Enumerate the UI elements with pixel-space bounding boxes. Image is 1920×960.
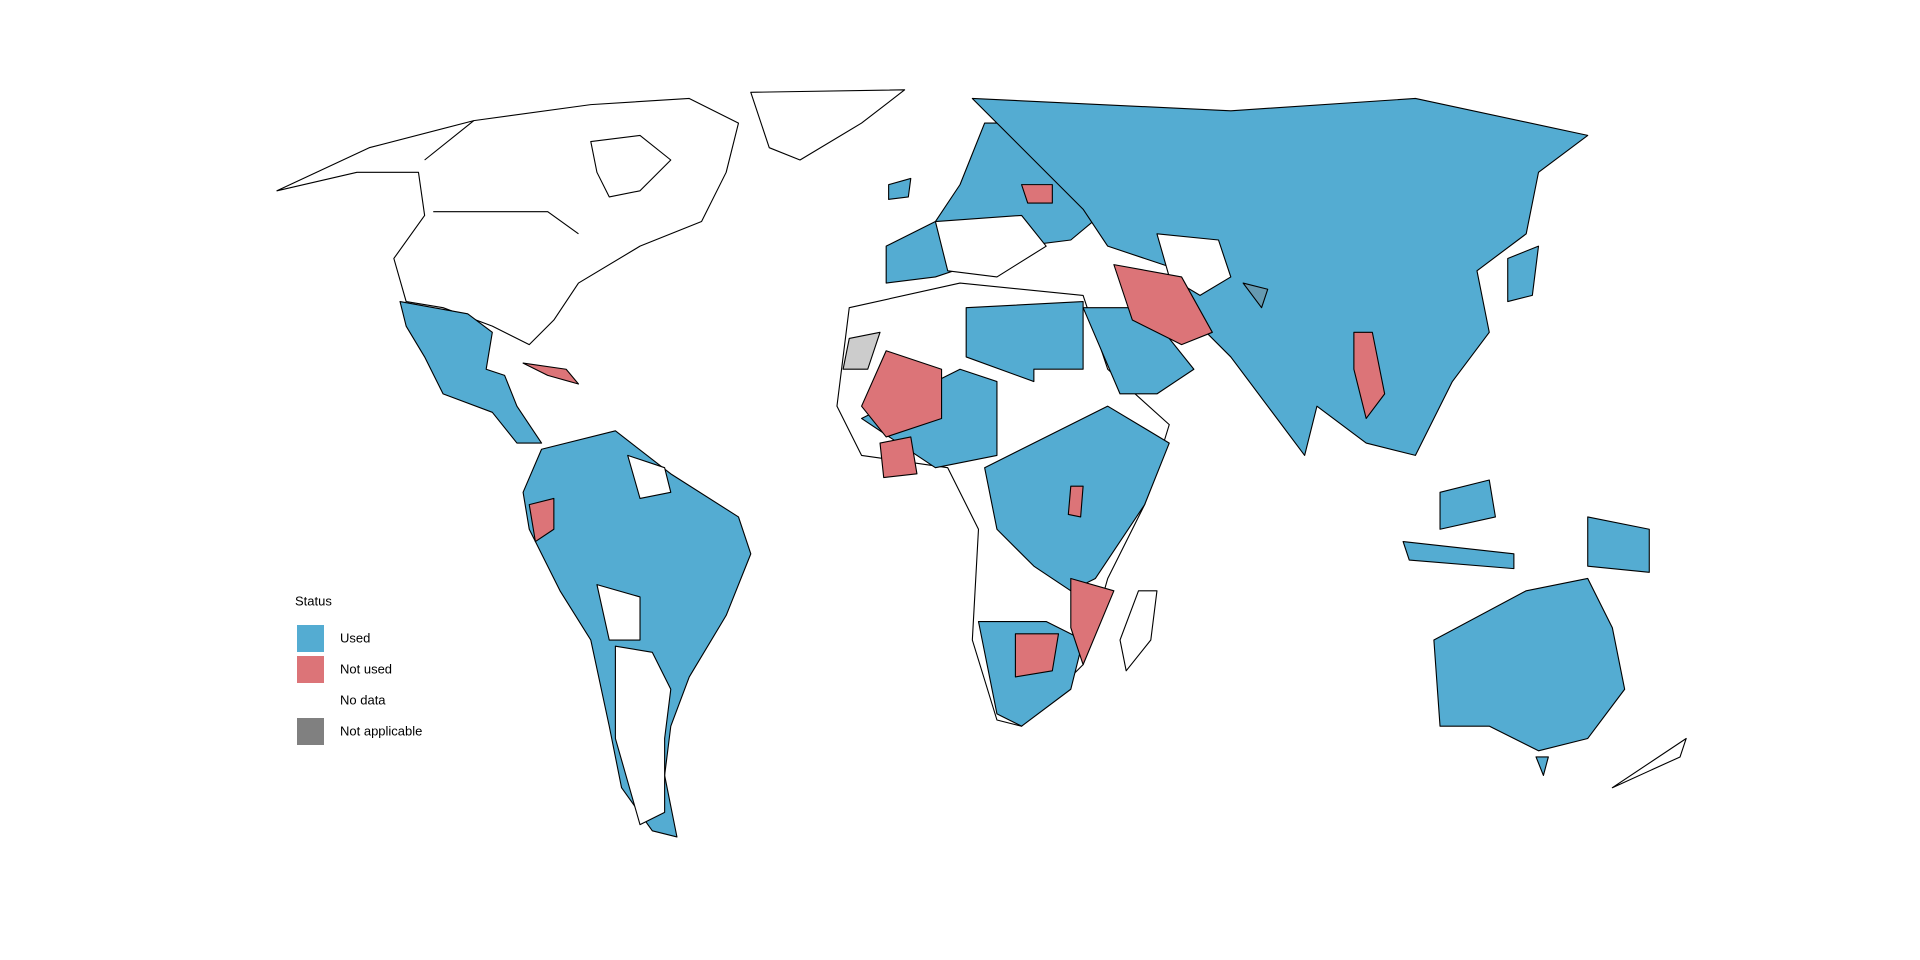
country xyxy=(1507,245,1540,303)
country xyxy=(965,300,1084,383)
country xyxy=(276,97,740,346)
legend-label: Used xyxy=(340,630,370,645)
country xyxy=(1119,590,1158,672)
world-map xyxy=(276,89,1687,838)
country xyxy=(842,331,881,370)
country xyxy=(861,350,943,438)
country xyxy=(934,214,1047,278)
country xyxy=(528,497,555,543)
country xyxy=(1113,264,1213,346)
country xyxy=(1611,737,1687,789)
legend: Status Used Not used No data Not applicable xyxy=(295,593,422,745)
country xyxy=(1021,184,1053,204)
country xyxy=(1433,577,1626,752)
country xyxy=(1353,331,1386,420)
legend-label: No data xyxy=(340,692,386,707)
country xyxy=(614,645,672,826)
legend-swatch xyxy=(297,656,324,683)
legend-label: Not used xyxy=(340,661,392,676)
country xyxy=(590,134,672,198)
country xyxy=(1439,479,1496,530)
country xyxy=(399,300,543,444)
legend-title: Status xyxy=(295,593,332,608)
country xyxy=(1014,633,1060,678)
country xyxy=(1067,485,1084,518)
country xyxy=(879,436,918,479)
legend-label: Not applicable xyxy=(340,723,422,738)
legend-swatch xyxy=(297,718,324,745)
country xyxy=(1535,756,1549,776)
country xyxy=(1402,540,1515,570)
legend-swatch xyxy=(297,625,324,652)
country xyxy=(596,584,641,641)
country xyxy=(627,454,672,500)
country xyxy=(1587,516,1650,573)
country xyxy=(1070,577,1115,666)
country xyxy=(1242,282,1269,309)
country xyxy=(888,177,912,200)
border xyxy=(424,120,475,161)
country xyxy=(522,362,580,385)
country xyxy=(750,89,906,161)
border xyxy=(433,211,579,235)
legend-swatch xyxy=(297,687,324,714)
